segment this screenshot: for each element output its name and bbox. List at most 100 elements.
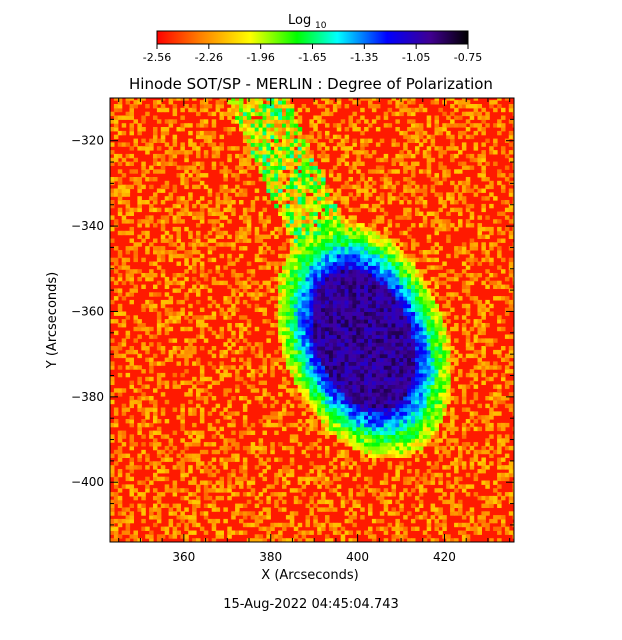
heatmap-cell: [305, 207, 310, 213]
heatmap-cell: [297, 265, 303, 270]
heatmap-cell: [278, 288, 283, 293]
heatmap-cell: [371, 518, 377, 524]
heatmap-cell: [149, 442, 154, 447]
heatmap-cell: [121, 219, 127, 224]
heatmap-cell: [332, 238, 338, 243]
heatmap-cell: [344, 180, 350, 186]
heatmap-cell: [328, 307, 334, 312]
heatmap-cell: [411, 288, 416, 293]
heatmap-cell: [403, 392, 408, 397]
heatmap-cell: [274, 503, 279, 508]
heatmap-cell: [313, 426, 318, 432]
heatmap-cell: [340, 503, 346, 508]
heatmap-cell: [297, 250, 303, 255]
heatmap-cell: [141, 284, 146, 289]
heatmap-cell: [356, 338, 361, 343]
heatmap-cell: [145, 346, 150, 351]
heatmap-cell: [215, 480, 221, 485]
heatmap-cell: [383, 288, 389, 293]
heatmap-cell: [188, 342, 193, 347]
heatmap-cell: [336, 396, 342, 401]
heatmap-cell: [325, 396, 330, 401]
heatmap-cell: [145, 465, 150, 470]
heatmap-cell: [391, 411, 396, 416]
heatmap-cell: [364, 426, 369, 432]
heatmap-cell: [383, 349, 389, 355]
heatmap-cell: [360, 515, 365, 520]
heatmap-cell: [328, 342, 334, 347]
heatmap-cell: [113, 280, 119, 286]
heatmap-cell: [403, 453, 408, 458]
heatmap-cell: [415, 426, 420, 432]
heatmap-cell: [418, 257, 424, 263]
heatmap-cell: [352, 127, 357, 132]
heatmap-cell: [368, 326, 373, 332]
heatmap-cell: [332, 507, 338, 512]
heatmap-cell: [368, 411, 373, 416]
heatmap-cell: [383, 430, 389, 435]
heatmap-cell: [403, 515, 408, 520]
heatmap-cell: [391, 422, 396, 428]
heatmap-cell: [113, 188, 119, 193]
heatmap-cell: [411, 323, 416, 328]
heatmap-cell: [305, 107, 310, 113]
heatmap-cell: [156, 319, 162, 324]
heatmap-cell: [383, 396, 389, 401]
heatmap-cell: [293, 192, 299, 197]
heatmap-cell: [231, 200, 236, 205]
heatmap-cell: [418, 273, 424, 278]
heatmap-cell: [141, 422, 146, 428]
heatmap-cell: [278, 538, 283, 542]
heatmap-cell: [391, 426, 396, 432]
heatmap-cell: [235, 184, 240, 190]
heatmap-cell: [375, 280, 381, 286]
heatmap-cell: [133, 530, 138, 535]
heatmap-cell: [415, 138, 420, 143]
heatmap-cell: [344, 284, 350, 289]
heatmap-cell: [274, 142, 279, 147]
heatmap-cell: [258, 219, 264, 224]
heatmap-cell: [352, 296, 357, 301]
heatmap-cell: [289, 230, 295, 236]
heatmap-cell: [391, 142, 396, 147]
heatmap-cell: [379, 518, 385, 524]
heatmap-cell: [289, 119, 295, 124]
heatmap-cell: [301, 292, 307, 297]
heatmap-cell: [344, 104, 350, 109]
heatmap-cell: [223, 265, 228, 270]
heatmap-cell: [258, 142, 264, 147]
heatmap-cell: [282, 292, 287, 297]
heatmap-cell: [328, 323, 334, 328]
heatmap-cell: [160, 104, 166, 109]
heatmap-cell: [364, 127, 369, 132]
heatmap-cell: [227, 530, 232, 535]
heatmap-cell: [262, 280, 267, 286]
heatmap-cell: [344, 407, 350, 412]
heatmap-cell: [321, 234, 326, 239]
heatmap-cell: [297, 130, 303, 136]
heatmap-cell: [418, 292, 424, 297]
heatmap-cell: [289, 203, 295, 209]
heatmap-cell: [160, 273, 166, 278]
heatmap-cell: [149, 269, 154, 274]
heatmap-cell: [250, 511, 256, 516]
heatmap-cell: [254, 127, 260, 132]
heatmap-cell: [356, 342, 361, 347]
heatmap-cell: [231, 330, 236, 336]
heatmap-cell: [192, 288, 197, 293]
heatmap-cell: [352, 150, 357, 155]
heatmap-cell: [110, 526, 115, 531]
heatmap-cell: [231, 119, 236, 124]
heatmap-cell: [258, 250, 264, 255]
heatmap-cell: [317, 407, 322, 412]
heatmap-cell: [348, 399, 353, 405]
heatmap-cell: [156, 442, 162, 447]
heatmap-cell: [227, 323, 232, 328]
heatmap-cell: [399, 250, 404, 255]
heatmap-cell: [391, 269, 396, 274]
heatmap-cell: [164, 119, 170, 124]
heatmap-cell: [332, 415, 338, 420]
heatmap-cell: [352, 422, 357, 428]
heatmap-cell: [235, 323, 240, 328]
heatmap-cell: [399, 507, 404, 512]
